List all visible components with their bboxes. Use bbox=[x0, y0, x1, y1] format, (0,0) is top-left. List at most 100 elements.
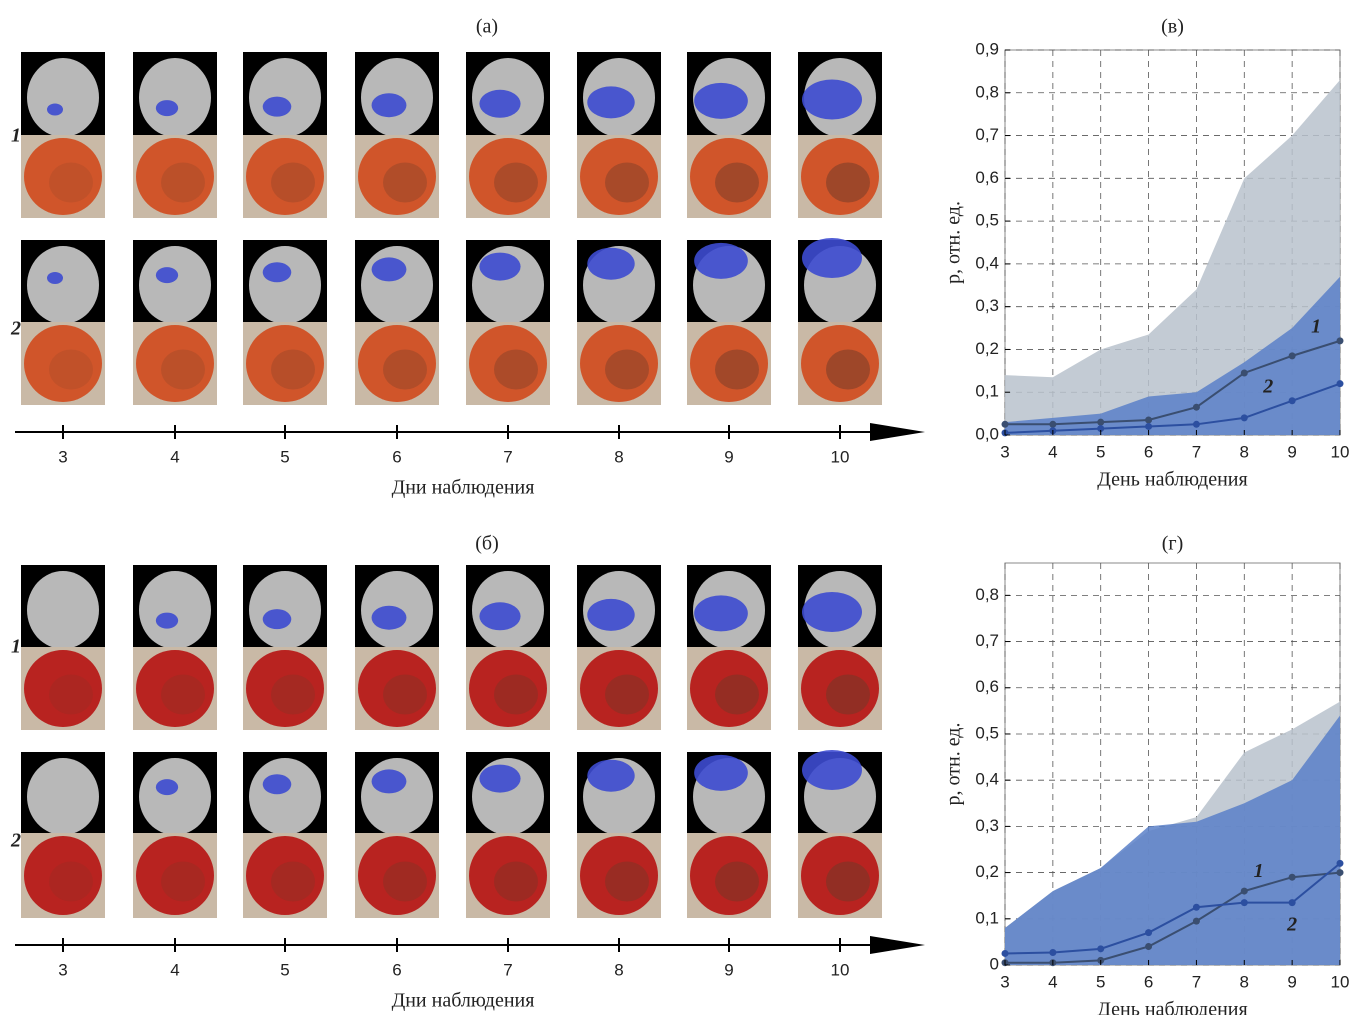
fruit-gray bbox=[249, 58, 321, 137]
fruit-photo bbox=[358, 325, 436, 402]
defect-region bbox=[479, 252, 521, 281]
series-point bbox=[1192, 903, 1200, 911]
fruit-shade bbox=[826, 861, 870, 902]
fruit-photo bbox=[246, 836, 324, 915]
y-tick-label: 0,3 bbox=[975, 816, 999, 835]
series-label: 1 bbox=[1254, 860, 1264, 882]
day-label: 4 bbox=[170, 447, 179, 466]
series-point bbox=[1001, 420, 1009, 428]
series-point bbox=[1192, 917, 1200, 925]
fruit-gray bbox=[27, 58, 99, 137]
series-label: 2 bbox=[1286, 913, 1297, 935]
axis-arrow bbox=[870, 423, 925, 441]
fruit-gray bbox=[139, 571, 211, 649]
day-label: 6 bbox=[392, 960, 401, 979]
fruit-gray bbox=[249, 758, 321, 835]
series-point bbox=[1288, 873, 1296, 881]
y-tick-label: 0,4 bbox=[975, 770, 999, 789]
x-tick-label: 6 bbox=[1144, 972, 1153, 991]
fruit-shade bbox=[494, 674, 538, 715]
defect-region bbox=[587, 759, 635, 792]
fruit-photo bbox=[469, 836, 547, 915]
fruit-photo bbox=[690, 836, 768, 915]
day-label: 4 bbox=[170, 960, 179, 979]
y-tick-label: 0,3 bbox=[975, 296, 999, 315]
row-label: 1 bbox=[11, 125, 21, 147]
band-area bbox=[1005, 276, 1340, 435]
defect-region bbox=[479, 89, 521, 118]
fruit-shade bbox=[271, 674, 315, 715]
fruit-gray bbox=[361, 246, 433, 324]
fruit-shade bbox=[605, 861, 649, 902]
fruit-gray bbox=[27, 758, 99, 835]
series-label: 2 bbox=[1262, 376, 1273, 398]
y-tick-label: 0,6 bbox=[975, 677, 999, 696]
series-point bbox=[1145, 422, 1153, 430]
defect-region bbox=[371, 605, 407, 630]
fruit-shade bbox=[605, 349, 649, 390]
fruit-shade bbox=[383, 674, 427, 715]
fruit-photo bbox=[246, 650, 324, 727]
y-tick-label: 0,5 bbox=[975, 211, 999, 230]
defect-region bbox=[155, 612, 179, 629]
fruit-shade bbox=[826, 162, 870, 203]
x-tick-label: 8 bbox=[1240, 972, 1249, 991]
fruit-photo bbox=[136, 836, 214, 915]
defect-region bbox=[694, 242, 748, 279]
fruit-shade bbox=[383, 162, 427, 203]
x-tick-label: 5 bbox=[1096, 972, 1105, 991]
axis-arrow bbox=[870, 936, 925, 954]
defect-region bbox=[155, 100, 179, 117]
day-label: 3 bbox=[58, 447, 67, 466]
fruit-shade bbox=[161, 674, 205, 715]
fruit-photo bbox=[580, 650, 658, 727]
fruit-gray bbox=[27, 571, 99, 649]
defect-region bbox=[155, 267, 179, 284]
fruit-shade bbox=[271, 349, 315, 390]
fruit-photo bbox=[24, 138, 102, 215]
defect-region bbox=[479, 602, 521, 631]
series-point bbox=[1288, 397, 1296, 405]
fruit-shade bbox=[715, 861, 759, 902]
defect-region bbox=[694, 754, 748, 791]
series-point bbox=[1145, 943, 1153, 951]
series-point bbox=[1240, 887, 1248, 895]
row-label: 2 bbox=[10, 830, 21, 852]
series-point bbox=[1145, 929, 1153, 937]
defect-region bbox=[155, 779, 179, 796]
defect-region bbox=[371, 769, 407, 794]
fruit-shade bbox=[494, 349, 538, 390]
defect-region bbox=[262, 262, 292, 283]
day-label: 6 bbox=[392, 447, 401, 466]
fruit-shade bbox=[715, 674, 759, 715]
day-label: 8 bbox=[614, 447, 623, 466]
fruit-photo bbox=[580, 836, 658, 915]
chart-title: (г) bbox=[1162, 533, 1184, 555]
day-label: 3 bbox=[58, 960, 67, 979]
fruit-shade bbox=[826, 349, 870, 390]
y-tick-label: 0,0 bbox=[975, 424, 999, 443]
fruit-gray bbox=[361, 758, 433, 835]
fruit-gray bbox=[139, 246, 211, 324]
y-tick-label: 0,5 bbox=[975, 723, 999, 742]
fruit-photo bbox=[580, 138, 658, 215]
series-point bbox=[1145, 416, 1153, 424]
fruit-shade bbox=[161, 162, 205, 203]
chart-title: (в) bbox=[1161, 16, 1184, 38]
panel-title: (б) bbox=[475, 533, 499, 555]
x-axis-title: День наблюдения bbox=[1097, 999, 1247, 1015]
fruit-shade bbox=[271, 861, 315, 902]
x-tick-label: 7 bbox=[1192, 972, 1201, 991]
fruit-gray bbox=[249, 571, 321, 649]
day-label: 7 bbox=[503, 960, 512, 979]
band-area bbox=[1005, 79, 1340, 435]
defect-region bbox=[262, 774, 292, 795]
y-tick-label: 0,2 bbox=[975, 862, 999, 881]
fruit-photo bbox=[469, 650, 547, 727]
day-label: 9 bbox=[724, 447, 733, 466]
defect-region bbox=[47, 103, 63, 116]
series-point bbox=[1097, 945, 1105, 953]
y-tick-label: 0,1 bbox=[975, 382, 999, 401]
